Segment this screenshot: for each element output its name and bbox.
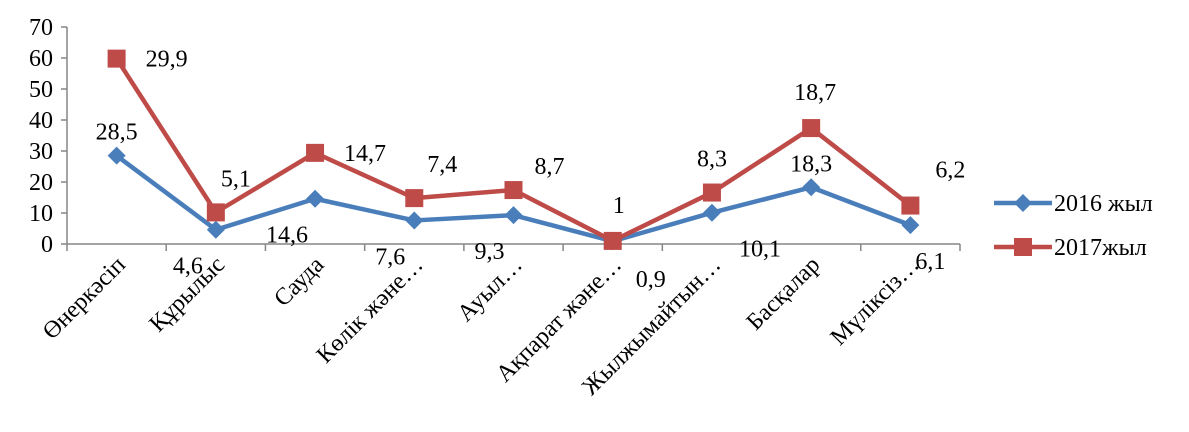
data-point-square (603, 231, 622, 250)
data-point-square (901, 196, 920, 215)
data-point-diamond (107, 146, 126, 165)
y-tick-label: 30 (29, 139, 53, 165)
y-tick-label: 40 (29, 108, 53, 134)
data-point-square (802, 119, 821, 138)
y-tick-label: 10 (29, 201, 53, 227)
data-label: 18,3 (790, 151, 832, 177)
series-markers (107, 49, 920, 251)
data-point-square (206, 203, 225, 222)
data-label: 6,1 (915, 249, 945, 275)
y-tick-label: 50 (29, 77, 53, 103)
legend-item-0: 2016 жыл (994, 191, 1153, 217)
data-point-square (306, 143, 325, 162)
category-label: Басқалар (742, 252, 826, 336)
data-point-diamond (206, 220, 225, 239)
category-label: Өнеркәсіп (38, 252, 131, 345)
y-tick-label: 60 (29, 46, 53, 72)
data-labels: 28,54,614,67,6 9,30,910,118,36,129,95,114… (96, 47, 966, 294)
y-tick-label: 70 (29, 15, 53, 41)
data-label: 28,5 (96, 120, 138, 146)
legend-marker-diamond (1014, 194, 1032, 212)
legend-label: 2016 жыл (1054, 191, 1153, 217)
category-label: Мүліксіз… (826, 252, 925, 351)
data-label: 6,2 (935, 158, 965, 184)
data-label: 7,6 (375, 244, 405, 270)
data-label: 8,3 (697, 147, 727, 173)
legend-label: 2017жыл (1054, 235, 1147, 261)
category-label: Сауда (269, 252, 329, 312)
data-point-diamond (802, 178, 821, 197)
data-point-square (405, 189, 424, 208)
data-point-diamond (901, 216, 920, 235)
data-label: 9,3 (475, 239, 505, 265)
legend-marker-square (1014, 238, 1032, 256)
data-label: 14,7 (344, 141, 386, 167)
data-label: 0,9 (636, 267, 666, 293)
data-label: 14,6 (266, 223, 308, 249)
y-tick-label: 0 (41, 232, 53, 258)
data-point-diamond (306, 189, 325, 208)
y-axis-tick-labels: 0 10 20 30 40 50 60 70 (29, 15, 53, 258)
data-label: 4,6 (173, 254, 203, 280)
data-point-square (504, 181, 523, 200)
data-point-diamond (504, 206, 523, 225)
data-label: 29,9 (146, 47, 188, 73)
data-point-diamond (702, 203, 721, 222)
data-point-square (107, 49, 126, 68)
data-label: 5,1 (221, 166, 251, 192)
category-label: Көлік және… (312, 252, 429, 369)
data-point-square (702, 183, 721, 202)
y-tick-label: 20 (29, 170, 53, 196)
data-point-diamond (405, 211, 424, 230)
legend: 2016 жыл 2017жыл (994, 191, 1153, 261)
data-label: 8,7 (535, 154, 565, 180)
axes (61, 26, 961, 251)
data-label: 7,4 (427, 152, 457, 178)
data-label: 1 (613, 193, 625, 219)
data-label: 18,7 (794, 80, 836, 106)
data-label: 10,1 (739, 237, 781, 263)
legend-item-1: 2017жыл (994, 235, 1147, 261)
